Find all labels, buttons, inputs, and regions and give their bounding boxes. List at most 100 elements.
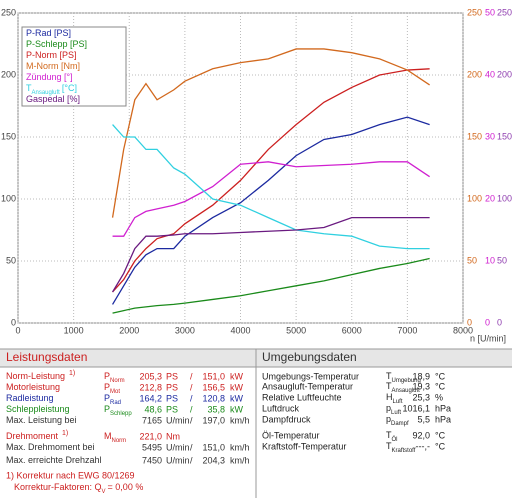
symbol-sub: Umgebung (392, 378, 421, 384)
symbol: TKraftstoff (386, 441, 416, 453)
series-line (111, 48, 430, 218)
unit: PS (166, 382, 178, 392)
symbol-letter: P (104, 393, 110, 403)
value: 164,2 (139, 393, 162, 403)
symbol: TÖl (386, 430, 398, 442)
legend-name: M-Norm [Nm] (26, 61, 80, 71)
value: 35,8 (207, 404, 225, 414)
unit: % (435, 392, 443, 402)
row-label: Drehmoment 1) (6, 430, 68, 441)
value: 151,0 (202, 442, 225, 452)
symbol-letter: p (386, 414, 391, 424)
symbol-letter: T (386, 430, 392, 440)
unit: °C (435, 371, 446, 381)
row-label: Schleppleistung (6, 404, 70, 414)
value: 5495 (142, 442, 162, 452)
unit: Nm (166, 431, 180, 441)
y-right-tick-label: 200 (497, 69, 512, 79)
symbol: HLuft (386, 392, 403, 404)
y-right-tick-label: 250 (497, 7, 512, 17)
legend-entry: M-Norm [Nm] (26, 61, 80, 71)
row-label: Öl-Temperatur (262, 430, 320, 440)
value: 1016,1 (402, 403, 430, 413)
symbol-letter: p (386, 403, 391, 413)
row-label: Motorleistung (6, 382, 60, 392)
series-line (112, 161, 430, 237)
y-right-tick-label: 50 (497, 255, 507, 265)
x-tick-label: 4000 (230, 325, 250, 335)
unit: PS (166, 393, 178, 403)
unit: U/min (166, 442, 190, 452)
unit: °C (435, 381, 446, 391)
y-tick-label: 250 (1, 7, 16, 17)
y-right-tick-label: 250 (467, 7, 482, 17)
legend-entry: P-Rad [PS] (26, 28, 71, 38)
x-tick-label: 1000 (64, 325, 84, 335)
unit: km/h (230, 415, 250, 425)
unit: kW (230, 404, 244, 414)
row-label: Max. Leistung bei (6, 415, 77, 425)
x-axis-label: n [U/min] (470, 333, 506, 343)
value: 151,0 (202, 371, 225, 381)
y-tick-label: 200 (1, 69, 16, 79)
value: 25,3 (412, 392, 430, 402)
row-label: Umgebungs-Temperatur (262, 371, 359, 381)
row-label: Max. erreichte Drehzahl (6, 455, 102, 465)
value: 156,5 (202, 382, 225, 392)
symbol-letter: H (386, 392, 393, 402)
symbol: PNorm (104, 371, 125, 383)
y-right-tick-label: 150 (497, 131, 512, 141)
footnote-sub: V (102, 489, 106, 495)
unit: °C (435, 430, 446, 440)
footnote-text: = 0,00 % (108, 482, 144, 492)
y-right-tick-label: 50 (485, 7, 495, 17)
x-tick-label: 8000 (453, 325, 473, 335)
y-tick-label: 0 (11, 317, 16, 327)
unit: U/min (166, 455, 190, 465)
symbol: TUmgebung (386, 371, 421, 383)
row-label-text: Motorleistung (6, 382, 60, 392)
symbol: PRad (104, 393, 121, 405)
unit: hPa (435, 403, 451, 413)
separator: / (190, 442, 193, 452)
symbol-sub: Luft (391, 410, 401, 416)
y-tick-label: 100 (1, 193, 16, 203)
symbol-sub: Norm (112, 438, 127, 444)
symbol-sub: Norm (110, 378, 125, 384)
symbol-letter: M (104, 431, 112, 441)
value: 19,3 (412, 381, 430, 391)
symbol-letter: T (386, 441, 392, 451)
series-line (112, 216, 430, 293)
x-tick-label: 7000 (397, 325, 417, 335)
row-label: Luftdruck (262, 403, 300, 413)
x-tick-label: 3000 (175, 325, 195, 335)
legend-entry: Gaspedal [%] (26, 94, 80, 104)
y-right-tick-label: 100 (467, 193, 482, 203)
unit: °C (435, 441, 446, 451)
legend-name-sub: Ansaugluft (32, 90, 61, 96)
row-label-text: Radleistung (6, 393, 54, 403)
legend-entry: TAnsaugluft [°C] (26, 83, 77, 95)
separator: / (190, 404, 193, 414)
symbol-sub: Luft (393, 399, 403, 405)
legend-name: P-Rad [PS] (26, 28, 71, 38)
y-right-tick-label: 0 (485, 317, 490, 327)
y-tick-label: 50 (6, 255, 16, 265)
separator: / (190, 371, 193, 381)
symbol: TAnsaugluft (386, 381, 420, 393)
legend-entry: P-Schlepp [PS] (26, 39, 87, 49)
value: 5,5 (417, 414, 430, 424)
unit: km/h (230, 455, 250, 465)
series-line (112, 116, 430, 305)
legend-name: T (26, 83, 32, 93)
row-label-text: Max. erreichte Drehzahl (6, 455, 102, 465)
separator: / (190, 415, 193, 425)
row-label: Max. Drehmoment bei (6, 442, 95, 452)
y-right-tick-label: 100 (497, 193, 512, 203)
symbol-sub: Dampf (391, 421, 409, 427)
row-note: 1) (69, 370, 75, 377)
symbol-sub: Öl (392, 436, 398, 443)
row-label: Norm-Leistung 1) (6, 370, 75, 381)
legend-box (21, 26, 127, 107)
